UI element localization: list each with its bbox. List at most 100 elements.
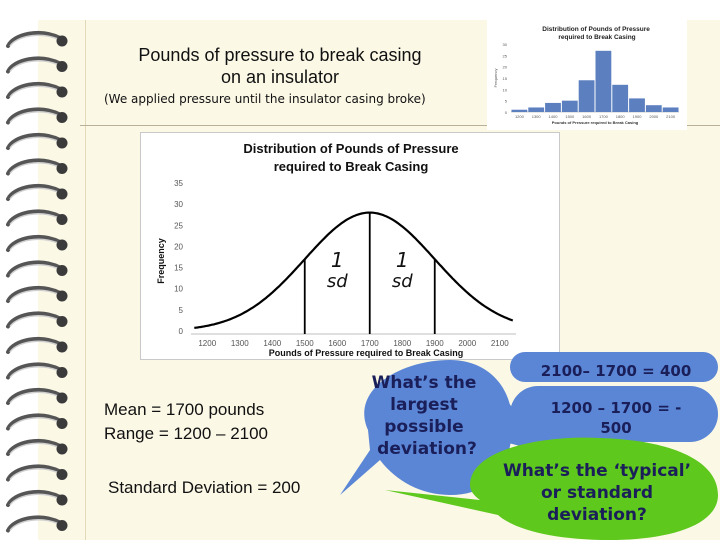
thumb-y-tick: 0 (505, 110, 508, 115)
calc1-text: 2100– 1700 = 400 (540, 362, 692, 380)
binding-ring (6, 489, 62, 507)
green-question-bubble (385, 437, 718, 540)
binding-hole (56, 418, 68, 429)
x-tick-label: 1300 (231, 339, 249, 348)
x-tick-label: 1500 (296, 339, 314, 348)
binding-ring-highlight (9, 85, 59, 98)
thumb-bar (545, 102, 561, 112)
binding-hole (56, 239, 68, 251)
normal-curve (194, 211, 514, 329)
binding-ring-highlight (9, 136, 59, 149)
binding-ring (6, 132, 62, 150)
calc1-bubble (510, 352, 718, 382)
thumb-title-line1: Distribution of Pounds of Pressure (542, 26, 650, 33)
binding-ring-highlight (9, 315, 59, 327)
sd-label-text: sd (327, 271, 348, 292)
binding-hole (56, 163, 68, 174)
question2-line3: deviation? (547, 505, 647, 525)
question1-line2: largest (390, 395, 458, 415)
range-text: Range = 1200 – 2100 (104, 424, 269, 443)
y-tick-label: 10 (174, 285, 183, 294)
calc2-bubble (510, 386, 718, 442)
binding-ring-highlight (9, 289, 59, 302)
sd-label-number: 1 (396, 248, 409, 272)
y-tick-label: 0 (179, 327, 184, 336)
thumb-y-tick: 30 (503, 42, 508, 47)
thumb-x-tick: 1400 (549, 114, 559, 119)
binding-ring (6, 387, 62, 405)
thumb-bar (595, 50, 612, 112)
binding-ring-highlight (9, 417, 59, 429)
binding-ring (6, 56, 62, 74)
binding-ring (6, 158, 62, 176)
calc2-text: 1200 – 1700 = - 500 (512, 398, 720, 438)
thumb-x-tick: 1900 (633, 114, 643, 119)
binding-hole (56, 469, 68, 480)
binding-hole (56, 341, 68, 353)
binding-ring (6, 234, 62, 252)
normal-curve-chart: Distribution of Pounds of Pressure requi… (140, 132, 560, 360)
thumb-y-tick: 15 (503, 76, 508, 81)
y-tick-label: 5 (179, 306, 184, 315)
binding-hole (56, 520, 68, 531)
binding-ring-highlight (9, 60, 59, 72)
thumb-y-label: Frequency (493, 69, 498, 88)
thumb-title: Distribution of Pounds of Pressure requi… (542, 26, 651, 41)
x-tick-label: 1400 (263, 339, 281, 348)
histogram-svg: Distribution of Pounds of Pressure requi… (493, 26, 679, 125)
x-tick-label: 1800 (393, 339, 411, 348)
y-tick-label: 30 (174, 200, 183, 209)
thumb-bar (511, 109, 528, 112)
chart-title-line2: required to Break Casing (274, 159, 429, 174)
binding-hole (56, 61, 68, 72)
thumb-bar (528, 107, 545, 112)
binding-ring-highlight (9, 493, 59, 506)
binding-ring (6, 311, 62, 329)
binding-ring-highlight (9, 340, 59, 353)
histogram-thumbnail: Distribution of Pounds of Pressure requi… (487, 20, 687, 130)
x-tick-label: 1600 (328, 339, 346, 348)
thumb-x-label: Pounds of Pressure required to Break Cas… (552, 120, 639, 125)
binding-hole (56, 188, 68, 200)
thumb-x-tick: 1700 (599, 114, 609, 119)
thumb-x-tick: 1300 (532, 114, 542, 119)
sd-text: Standard Deviation = 200 (108, 478, 301, 497)
thumb-title-line2: required to Break Casing (558, 34, 635, 41)
binding-hole (56, 137, 68, 149)
title-line-2: on an insulator (220, 67, 340, 87)
binding-ring (6, 336, 62, 354)
x-axis-label: Pounds of Pressure required to Break Cas… (269, 348, 464, 358)
binding-ring-highlight (9, 468, 59, 480)
binding-hole (56, 443, 68, 455)
title-divider (80, 125, 720, 126)
binding-hole (56, 35, 68, 47)
thumb-x-tick: 1200 (515, 114, 525, 119)
mean-text: Mean = 1700 pounds (104, 400, 265, 419)
binding-ring (6, 107, 62, 125)
thumb-bar (629, 98, 645, 112)
binding-hole (56, 86, 68, 98)
thumb-bar (561, 100, 578, 112)
x-tick-label: 2100 (491, 339, 509, 348)
y-axis-label: Frequency (156, 238, 166, 284)
sd-label-number: 1 (331, 248, 344, 272)
binding-ring-highlight (9, 442, 59, 455)
question1-line3: possible (384, 417, 464, 437)
x-tick-label: 1200 (198, 339, 216, 348)
binding-ring-highlight (9, 213, 59, 225)
x-tick-label: 1700 (361, 339, 379, 348)
spiral-binding (6, 30, 68, 533)
y-tick-label: 20 (174, 242, 183, 251)
binding-ring (6, 362, 62, 380)
binding-ring (6, 81, 62, 99)
calc2-line2: 500 (600, 419, 632, 437)
binding-ring (6, 438, 62, 456)
binding-hole (56, 367, 68, 378)
binding-ring (6, 464, 62, 482)
question2-line1: What’s the ‘typical’ (502, 461, 692, 481)
slide-subtitle: (We applied pressure until the insulator… (104, 92, 426, 106)
binding-ring (6, 413, 62, 431)
y-tick-label: 35 (174, 179, 183, 188)
binding-ring-highlight (9, 519, 59, 531)
chart-title-line1: Distribution of Pounds of Pressure (243, 141, 458, 156)
